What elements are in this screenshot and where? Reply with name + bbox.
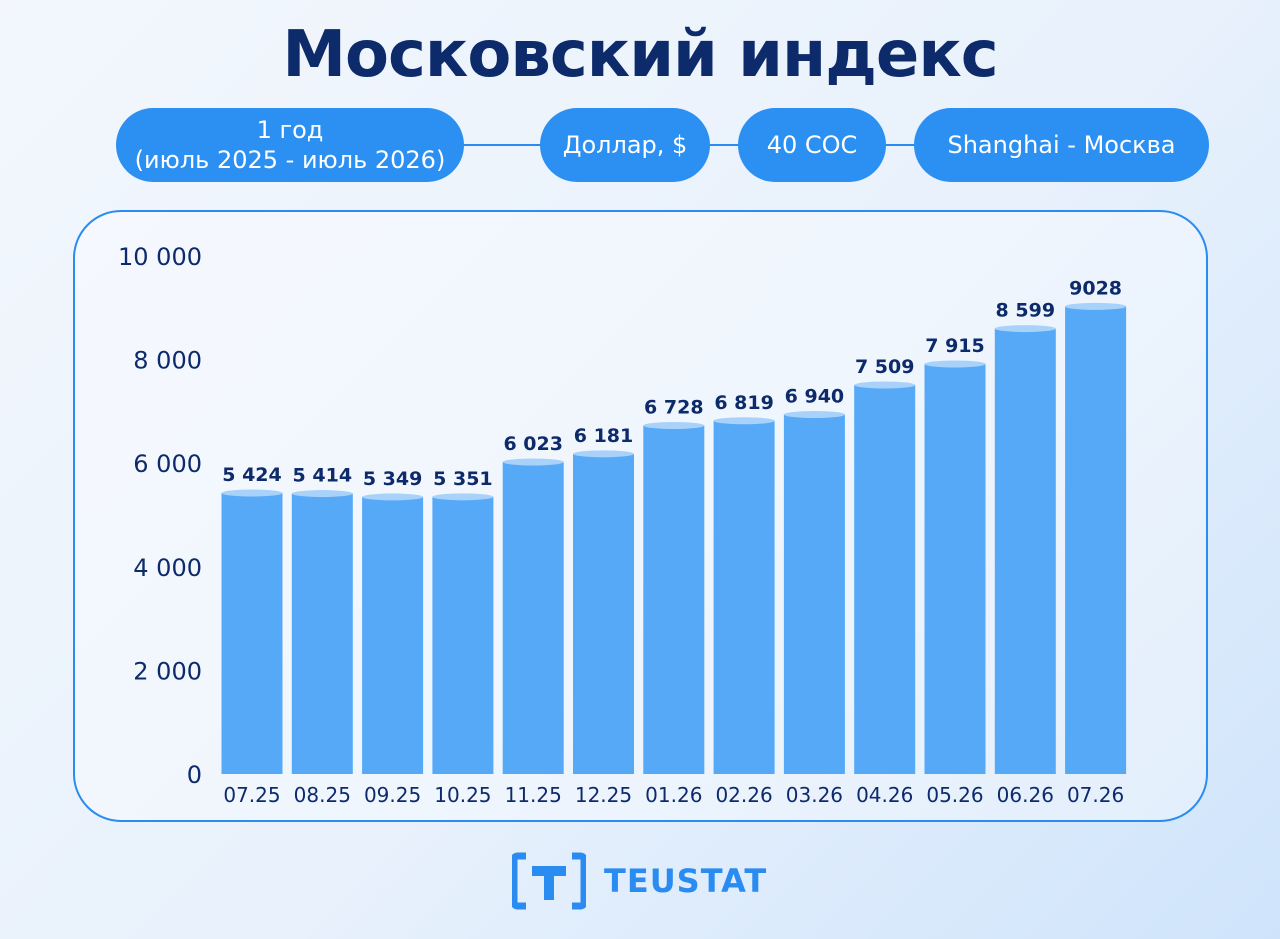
bar [783, 414, 845, 774]
bar [994, 328, 1056, 774]
x-tick-label: 07.26 [1067, 783, 1124, 807]
period-filter-label: 1 год [256, 116, 324, 144]
brand-logo: TEUSTAT [512, 852, 767, 910]
bar-value-label: 6 023 [503, 433, 563, 455]
bar-cap [502, 458, 564, 466]
bar-cap [713, 417, 775, 425]
bar-value-label: 5 351 [433, 468, 493, 490]
route-filter-pill[interactable]: Shanghai - Москва [914, 108, 1209, 182]
bar-value-label: 6 181 [574, 425, 634, 447]
x-tick-label: 07.25 [223, 783, 280, 807]
currency-filter-pill[interactable]: Доллар, $ [540, 108, 710, 182]
y-tick-label: 4 000 [133, 554, 202, 582]
bar-cap [1065, 302, 1127, 310]
x-tick-label: 09.25 [364, 783, 421, 807]
bar-value-label: 5 424 [222, 464, 282, 486]
container-filter-label: 40 COC [766, 131, 858, 159]
currency-filter-label: Доллар, $ [562, 131, 688, 159]
bar-cap [362, 493, 424, 501]
bar-value-label: 6 940 [785, 386, 845, 408]
bar-cap [573, 450, 634, 458]
y-tick-label: 8 000 [133, 347, 202, 375]
bar-cap [291, 490, 353, 498]
bar [573, 453, 634, 774]
bar-value-label: 9028 [1069, 277, 1122, 299]
bar-cap [994, 325, 1056, 333]
bar [221, 493, 283, 774]
x-tick-label: 08.25 [294, 783, 351, 807]
filter-bar: 1 год (июль 2025 - июль 2026) Доллар, $ … [0, 108, 1280, 184]
x-tick-label: 03.26 [786, 783, 843, 807]
brand-name: TEUSTAT [604, 862, 768, 900]
connector-line [884, 144, 918, 146]
bar-cap [854, 381, 916, 389]
x-tick-label: 05.26 [926, 783, 983, 807]
x-tick-label: 06.26 [997, 783, 1054, 807]
bar-value-label: 6 819 [714, 392, 774, 414]
period-filter-range: (июль 2025 - июль 2026) [134, 146, 446, 174]
page-title: Московский индекс [282, 18, 998, 92]
bar-value-label: 7 915 [925, 335, 985, 357]
bar-value-label: 5 414 [293, 465, 353, 487]
bar-cap [221, 489, 283, 497]
period-filter-pill[interactable]: 1 год (июль 2025 - июль 2026) [116, 108, 464, 182]
bar [291, 493, 353, 774]
x-tick-label: 01.26 [645, 783, 702, 807]
x-tick-label: 11.25 [505, 783, 562, 807]
bar [502, 462, 564, 774]
x-tick-label: 12.25 [575, 783, 632, 807]
container-filter-pill[interactable]: 40 COC [738, 108, 886, 182]
bar [713, 420, 775, 774]
bar-cap [643, 421, 705, 429]
bar-value-label: 8 599 [996, 300, 1056, 322]
connector-line [708, 144, 742, 146]
bar [432, 496, 494, 774]
x-tick-label: 02.26 [715, 783, 772, 807]
bar [924, 364, 986, 774]
y-tick-label: 6 000 [133, 450, 202, 478]
bar [362, 496, 424, 774]
bar-value-label: 5 349 [363, 468, 423, 490]
connector-line [460, 144, 544, 146]
bar-cap [783, 411, 845, 419]
bar-cap [924, 360, 986, 368]
bar-cap [432, 493, 494, 501]
teustat-logo-icon [512, 852, 586, 910]
y-tick-label: 10 000 [118, 243, 202, 271]
bar-value-label: 7 509 [855, 356, 915, 378]
bar [643, 425, 705, 774]
bar [1065, 306, 1127, 774]
y-tick-label: 2 000 [133, 657, 202, 685]
bar-value-label: 6 728 [644, 396, 704, 418]
bar [854, 385, 916, 774]
x-tick-label: 10.25 [434, 783, 491, 807]
route-filter-label: Shanghai - Москва [947, 131, 1176, 159]
y-tick-label: 0 [187, 761, 202, 789]
x-tick-label: 04.26 [856, 783, 913, 807]
